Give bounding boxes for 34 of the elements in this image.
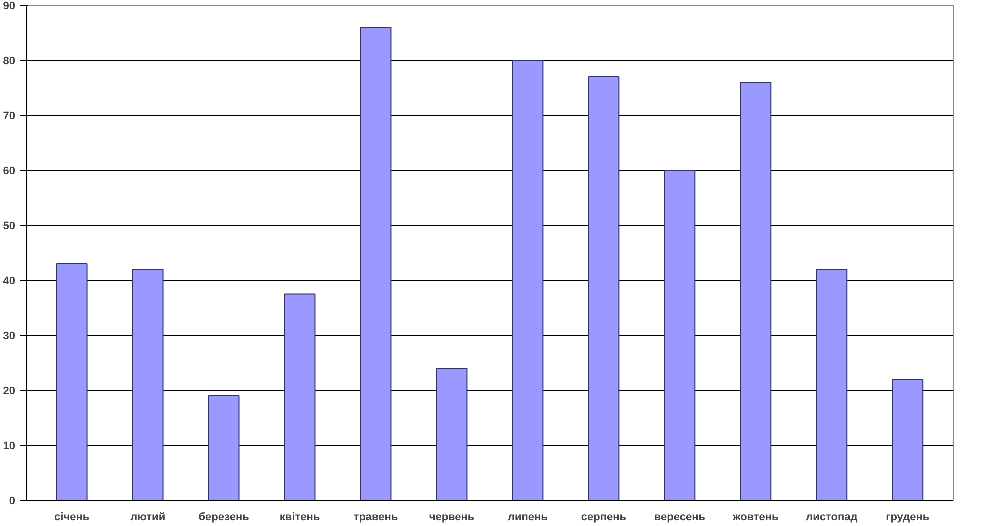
bar: [436, 368, 468, 500]
x-tick-label: січень: [54, 512, 90, 524]
y-tick-label: 90: [3, 0, 16, 12]
x-tick-label: травень: [354, 512, 398, 524]
x-tick-label: липень: [508, 512, 548, 524]
y-tick-label: 80: [3, 56, 16, 68]
x-tick-label: червень: [429, 512, 475, 524]
bar: [284, 294, 316, 500]
bar: [512, 60, 544, 500]
bar: [740, 82, 772, 500]
x-tick-label: лютий: [130, 512, 166, 524]
bar: [588, 76, 620, 500]
y-tick-label: 0: [9, 496, 16, 508]
y-tick-label: 10: [3, 440, 16, 452]
x-tick-label: листопад: [806, 512, 858, 524]
x-tick-label: квітень: [280, 512, 320, 524]
bar: [664, 170, 696, 500]
bar: [360, 27, 392, 500]
x-tick-label: березень: [198, 512, 250, 524]
bar: [56, 264, 88, 500]
y-tick-label: 50: [3, 220, 16, 232]
bar: [132, 269, 164, 500]
x-tick-label: вересень: [654, 512, 706, 524]
y-tick-label: 70: [3, 110, 16, 122]
y-tick-label: 60: [3, 166, 16, 178]
bar: [208, 396, 240, 500]
x-tick-label: серпень: [581, 512, 627, 524]
x-tick-label: жовтень: [732, 512, 780, 524]
bar: [892, 379, 924, 500]
x-tick-label: грудень: [886, 512, 930, 524]
y-tick-label: 20: [3, 386, 16, 398]
bar: [816, 269, 848, 500]
y-tick-label: 40: [3, 276, 16, 288]
y-tick-label: 30: [3, 330, 16, 342]
